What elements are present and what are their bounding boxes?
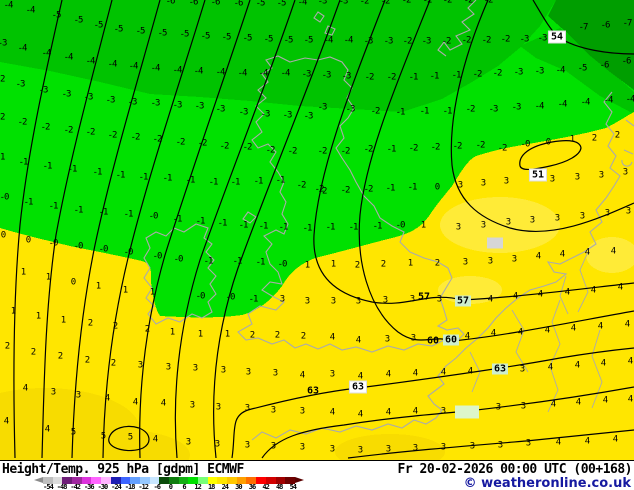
scale-color-cell [130, 477, 140, 484]
scale-color-cell [101, 477, 111, 484]
coast-ireland [143, 223, 217, 325]
scale-color-cell [159, 477, 169, 484]
temperature-scale-ticks: -54 -48 -42 -36 -30 -24 -18 -12 -6 0 6 12 18 24 30 36 42… [0, 484, 340, 490]
scale-tick-label: -24 [111, 483, 122, 490]
scale-tick-label: -18 [124, 483, 136, 490]
fill-yellow [0, 112, 634, 460]
coastlines [143, 0, 634, 441]
scale-color-cell [207, 477, 218, 484]
contour-2 [41, 0, 113, 459]
scale-color-cell [81, 477, 92, 484]
border-6 [559, 275, 569, 315]
scale-color-cell [72, 477, 82, 484]
contour-4 [102, 0, 206, 459]
scale-tick-label: 0 [168, 483, 173, 490]
border-5 [591, 329, 603, 409]
scale-left-arrow-icon [34, 477, 43, 483]
scale-color-cell [275, 477, 286, 484]
coast-norway [437, 0, 477, 57]
scale-right-arrow-icon [295, 477, 304, 483]
scale-color-cell [91, 477, 102, 484]
contour-7 [213, 0, 341, 459]
scale-color-cell [110, 477, 121, 484]
patch-yellow-pale-3 [586, 237, 634, 273]
country-borders [469, 251, 603, 413]
contour-bottom [347, 429, 634, 459]
scale-tick-label: 48 [275, 483, 284, 490]
contour-1 [13, 0, 63, 459]
patch-yellow-deep-2 [40, 429, 190, 460]
coast-great-britain [237, 55, 465, 353]
scale-color-cell [285, 477, 295, 484]
map-canvas [0, 0, 634, 460]
border-2 [511, 309, 529, 373]
border-3 [469, 351, 481, 393]
scale-color-cell [62, 477, 73, 484]
scale-tick-label: -12 [138, 483, 149, 490]
contour-66 [261, 386, 634, 459]
coast-denmark-islands [621, 119, 634, 167]
contour-57 [313, 0, 634, 304]
border-1 [577, 251, 589, 313]
scale-tick-label: -36 [83, 483, 95, 490]
temperature-scale-bar [43, 477, 295, 484]
fill-green-mid-ne [520, 28, 634, 114]
contour-63 [231, 347, 634, 459]
scale-tick-label: 24 [221, 483, 230, 490]
scale-color-cell [236, 477, 247, 484]
scale-color-cell [217, 477, 228, 484]
scale-tick-label: -6 [153, 483, 162, 490]
coast-jutland [251, 91, 621, 441]
scale-tick-label: 30 [235, 483, 243, 490]
border-4 [547, 299, 561, 413]
contour-5 [139, 0, 251, 459]
scale-color-cell [246, 477, 257, 484]
fill-green-dark [548, 0, 634, 90]
scale-tick-label: 12 [194, 483, 202, 490]
scale-color-cell [139, 477, 150, 484]
scale-color-cell [149, 477, 160, 484]
scale-color-cell [198, 477, 208, 484]
legend-bar: Height/Temp. 925 hPa [gdpm] ECMWF Fr 20-… [0, 460, 634, 490]
patch-yellow-pale-2 [438, 276, 502, 304]
scale-tick-label: -42 [70, 483, 81, 490]
scale-color-cell [256, 477, 266, 484]
scale-tick-label: -54 [43, 483, 54, 490]
map-title: Height/Temp. 925 hPa [gdpm] ECMWF [2, 462, 244, 477]
copyright: © weatheronline.co.uk [463, 476, 631, 490]
contour-10 [450, 0, 634, 232]
contour-51-loop [519, 140, 582, 171]
scale-color-cell [188, 477, 198, 484]
scale-tick-label: 42 [262, 483, 270, 490]
contour-60 [358, 0, 634, 342]
scale-tick-label: 18 [207, 483, 216, 490]
forecast-datetime: Fr 20-02-2026 00:00 UTC (00+168) [397, 462, 633, 477]
scale-tick-label: 6 [182, 483, 186, 490]
scale-color-cell [43, 477, 53, 484]
scale-tick-label: 36 [248, 483, 257, 490]
scale-tick-label: -48 [56, 483, 68, 490]
contour-5-loop [108, 425, 150, 452]
scale-color-cell [168, 477, 179, 484]
coast-shetland-orkney [313, 11, 336, 36]
scale-color-cell [227, 477, 237, 484]
scale-tick-label: 54 [289, 483, 298, 490]
scale-color-cell [178, 477, 189, 484]
contour-6 [174, 0, 296, 459]
contour-3 [71, 0, 161, 459]
coast-isle-of-man [242, 211, 257, 224]
scale-tick-label: -30 [97, 483, 109, 490]
scale-color-cell [265, 477, 276, 484]
scale-color-cell [120, 477, 131, 484]
scale-color-cell [52, 477, 63, 484]
patch-yellow-deep-3 [335, 434, 445, 460]
